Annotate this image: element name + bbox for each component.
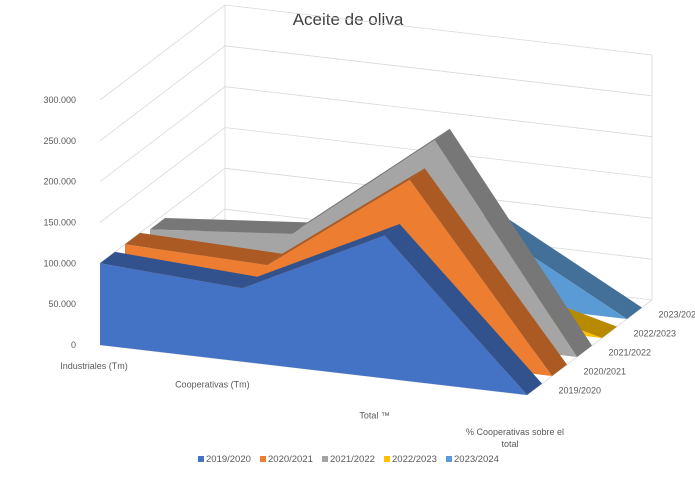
legend-item: 2019/2020: [198, 454, 251, 465]
series-depth-label: 2023/2024: [659, 309, 695, 319]
legend-swatch: [198, 456, 204, 462]
legend-label: 2021/2022: [330, 454, 375, 465]
legend-item: 2021/2022: [322, 454, 375, 465]
area-top-face: [384, 224, 542, 395]
area-front-face: [100, 235, 527, 395]
gridline: [99, 45, 653, 142]
category-label: % Cooperativas sobre el: [466, 427, 564, 437]
category-label: total: [501, 439, 518, 449]
series-areas: [100, 128, 642, 395]
series-depth-label: 2022/2023: [634, 328, 677, 338]
y-tick-label: 0: [71, 340, 76, 350]
legend-swatch: [384, 456, 390, 462]
series-depth-label: 2021/2022: [609, 347, 652, 357]
series-depth-label: 2019/2020: [559, 385, 602, 395]
area-top-face: [484, 213, 642, 319]
legend-label: 2020/2021: [268, 454, 313, 465]
y-tick-label: 100.000: [43, 258, 76, 268]
area-top-face: [292, 128, 450, 234]
y-tick-label: 200.000: [43, 177, 76, 187]
y-tick-label: 50.000: [48, 299, 76, 309]
legend-label: 2019/2020: [206, 454, 251, 465]
area-top-face: [267, 168, 425, 266]
category-labels: Industriales (Tm) Cooperativas (Tm) Total …: [60, 361, 564, 449]
legend-item: 2022/2023: [384, 454, 437, 465]
legend: 2019/2020 2020/2021 2021/2022 2022/2023 2023…: [198, 454, 499, 465]
legend-label: 2022/2023: [392, 454, 437, 465]
y-tick-label: 150.000: [43, 218, 76, 228]
legend-swatch: [260, 456, 266, 462]
area-top-face: [242, 224, 400, 289]
area-top-face: [434, 128, 592, 357]
y-axis-ticks: 0 50.000 100.000 150.000 200.000 250.000 300.0…: [43, 95, 76, 350]
legend-item: 2023/2024: [446, 454, 499, 465]
category-label: Industriales (Tm): [60, 361, 128, 371]
legend-swatch: [446, 456, 452, 462]
category-label: Total ™: [359, 410, 390, 420]
series-depth-label: 2020/2021: [584, 366, 627, 376]
legend-label: 2023/2024: [454, 454, 499, 465]
area-top-face: [125, 232, 283, 266]
series-area: [100, 224, 542, 395]
legend-swatch: [322, 456, 328, 462]
y-tick-label: 300.000: [43, 95, 76, 105]
category-label: Cooperativas (Tm): [175, 380, 250, 390]
area-top-face: [409, 168, 567, 376]
area-top-face: [100, 251, 258, 289]
series-depth-labels: 2019/2020 2020/2021 2021/2022 2022/2023 2023…: [559, 309, 695, 395]
area-top-face: [150, 218, 308, 234]
legend-item: 2020/2021: [260, 454, 313, 465]
y-tick-label: 250.000: [43, 136, 76, 146]
